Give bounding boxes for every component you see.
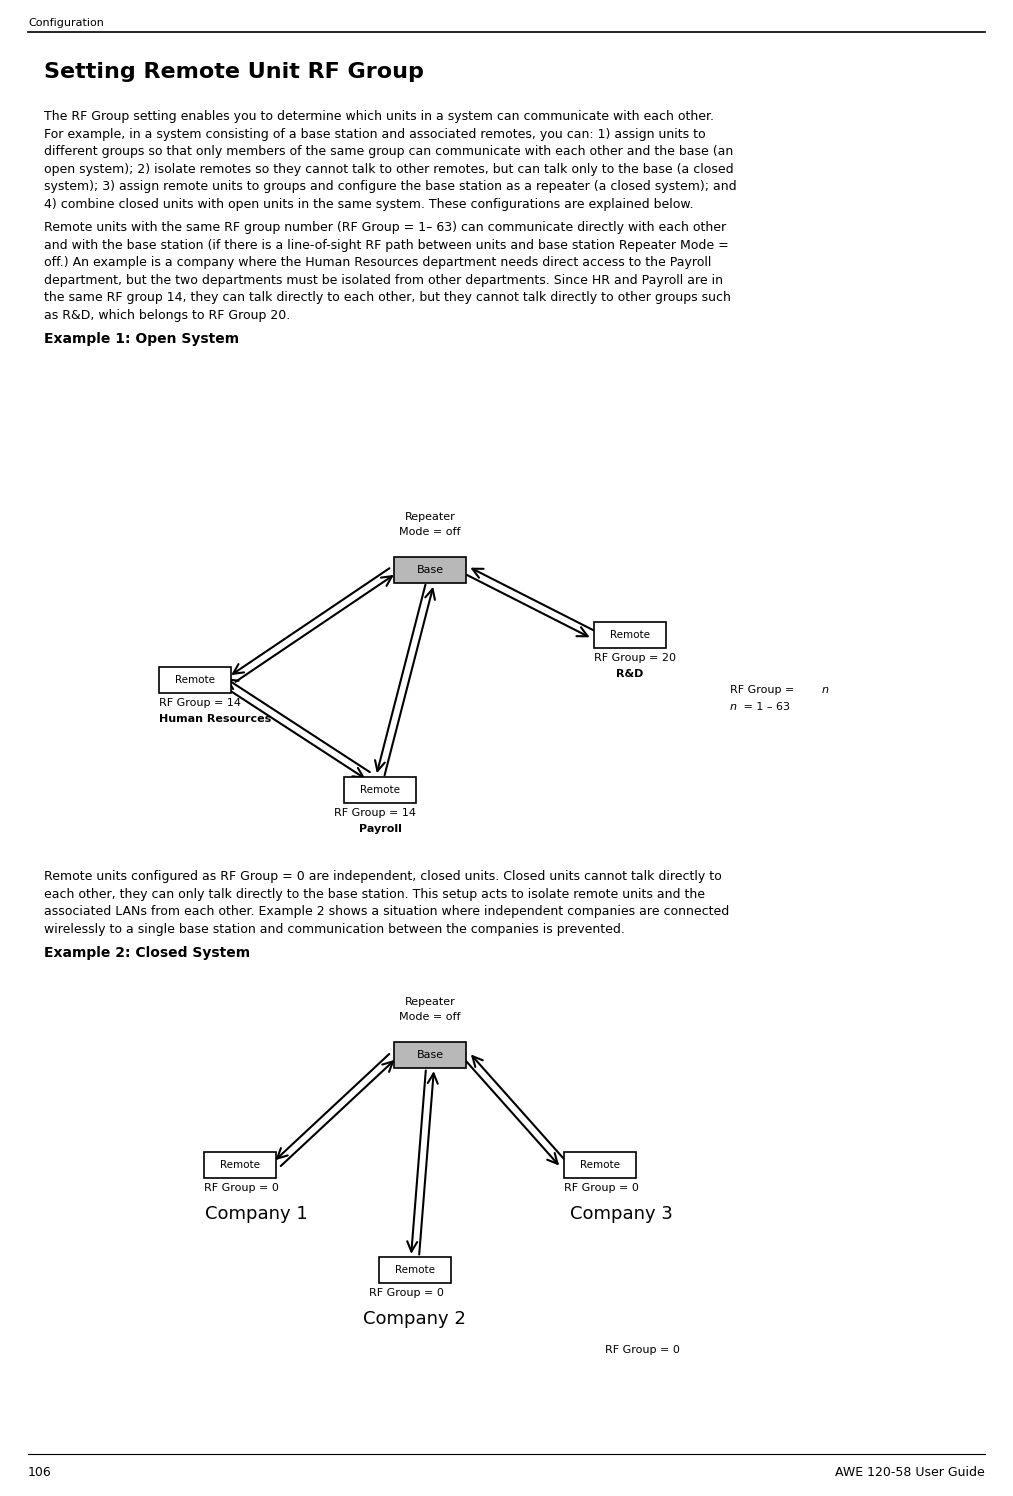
Text: system); 3) assign remote units to groups and configure the base station as a re: system); 3) assign remote units to group…	[44, 180, 736, 193]
Text: RF Group = 14: RF Group = 14	[159, 699, 241, 708]
Text: Example 2: Closed System: Example 2: Closed System	[44, 945, 250, 960]
Text: Remote: Remote	[175, 675, 215, 685]
Text: Remote: Remote	[395, 1266, 435, 1275]
Text: Remote: Remote	[360, 785, 400, 794]
Text: = 1 – 63: = 1 – 63	[741, 702, 790, 712]
Text: Example 1: Open System: Example 1: Open System	[44, 332, 239, 346]
Text: each other, they can only talk directly to the base station. This setup acts to : each other, they can only talk directly …	[44, 887, 705, 901]
Text: Company 3: Company 3	[570, 1204, 673, 1224]
Text: Base: Base	[416, 1050, 444, 1061]
FancyBboxPatch shape	[394, 1043, 466, 1068]
Text: Base: Base	[416, 565, 444, 574]
Text: Repeater: Repeater	[404, 996, 456, 1007]
FancyBboxPatch shape	[344, 776, 416, 803]
Text: n: n	[730, 702, 737, 712]
Text: department, but the two departments must be isolated from other departments. Sin: department, but the two departments must…	[44, 274, 723, 287]
Text: Mode = off: Mode = off	[399, 1011, 461, 1022]
Text: and with the base station (if there is a line-of-sight RF path between units and: and with the base station (if there is a…	[44, 238, 728, 251]
Text: R&D: R&D	[616, 669, 643, 679]
Text: Human Resources: Human Resources	[159, 714, 271, 724]
Text: Company 1: Company 1	[205, 1204, 308, 1224]
Text: different groups so that only members of the same group can communicate with eac: different groups so that only members of…	[44, 145, 733, 159]
FancyBboxPatch shape	[594, 622, 666, 648]
Text: Configuration: Configuration	[28, 18, 104, 28]
Text: AWE 120-58 User Guide: AWE 120-58 User Guide	[836, 1466, 985, 1480]
Text: RF Group = 14: RF Group = 14	[334, 808, 416, 818]
Text: Remote units with the same RF group number (RF Group = 1– 63) can communicate di: Remote units with the same RF group numb…	[44, 221, 726, 233]
Text: Setting Remote Unit RF Group: Setting Remote Unit RF Group	[44, 61, 423, 82]
Text: RF Group = 0: RF Group = 0	[369, 1288, 444, 1299]
Text: 4) combine closed units with open units in the same system. These configurations: 4) combine closed units with open units …	[44, 197, 694, 211]
Text: RF Group = 20: RF Group = 20	[594, 652, 676, 663]
Text: Payroll: Payroll	[359, 824, 401, 833]
Text: RF Group = 0: RF Group = 0	[564, 1183, 639, 1192]
FancyBboxPatch shape	[379, 1257, 451, 1284]
Text: Repeater: Repeater	[404, 512, 456, 522]
Text: For example, in a system consisting of a base station and associated remotes, yo: For example, in a system consisting of a…	[44, 127, 706, 141]
FancyBboxPatch shape	[394, 557, 466, 583]
FancyBboxPatch shape	[564, 1152, 636, 1177]
Text: 106: 106	[28, 1466, 52, 1480]
Text: Remote: Remote	[580, 1159, 620, 1170]
Text: open system); 2) isolate remotes so they cannot talk to other remotes, but can t: open system); 2) isolate remotes so they…	[44, 163, 733, 175]
Text: RF Group = 0: RF Group = 0	[204, 1183, 279, 1192]
Text: Remote: Remote	[610, 630, 650, 640]
Text: off.) An example is a company where the Human Resources department needs direct : off.) An example is a company where the …	[44, 256, 711, 269]
Text: Remote: Remote	[220, 1159, 260, 1170]
Text: wirelessly to a single base station and communication between the companies is p: wirelessly to a single base station and …	[44, 923, 625, 935]
Text: the same RF group 14, they can talk directly to each other, but they cannot talk: the same RF group 14, they can talk dire…	[44, 292, 730, 304]
Text: RF Group =: RF Group =	[730, 685, 798, 696]
FancyBboxPatch shape	[159, 667, 231, 693]
FancyBboxPatch shape	[204, 1152, 276, 1177]
Text: RF Group = 0: RF Group = 0	[605, 1345, 680, 1355]
Text: n: n	[822, 685, 829, 696]
Text: Company 2: Company 2	[363, 1310, 466, 1328]
Text: Remote units configured as RF Group = 0 are independent, closed units. Closed un: Remote units configured as RF Group = 0 …	[44, 871, 721, 883]
Text: as R&D, which belongs to RF Group 20.: as R&D, which belongs to RF Group 20.	[44, 308, 291, 322]
Text: associated LANs from each other. Example 2 shows a situation where independent c: associated LANs from each other. Example…	[44, 905, 729, 919]
Text: Mode = off: Mode = off	[399, 527, 461, 537]
Text: The RF Group setting enables you to determine which units in a system can commun: The RF Group setting enables you to dete…	[44, 111, 714, 123]
